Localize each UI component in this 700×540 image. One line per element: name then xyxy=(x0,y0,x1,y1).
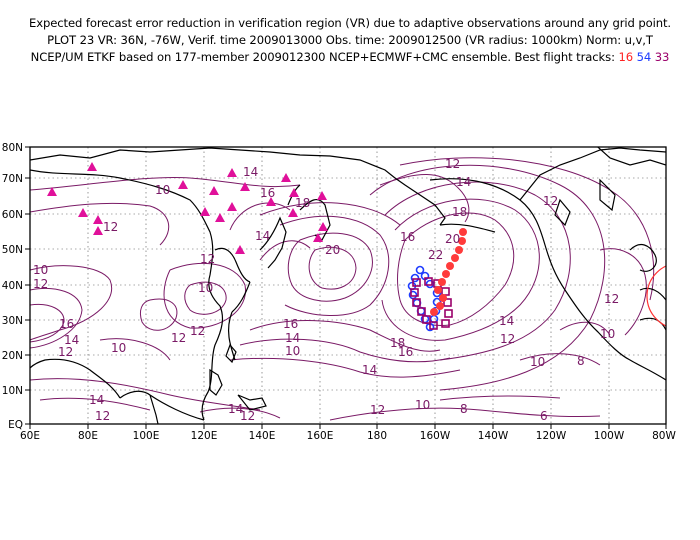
contour-label: 10 xyxy=(155,183,170,197)
lat-label: 40N xyxy=(2,280,23,292)
contour-label: 12 xyxy=(370,403,385,417)
contour-labels: 10 12 12 10 16 14 12 10 12 12 12 10 14 1… xyxy=(33,157,619,423)
contour-label: 8 xyxy=(460,402,468,416)
lon-label: 100E xyxy=(133,430,160,442)
lat-label: 60N xyxy=(2,209,23,221)
contour-label: 16 xyxy=(59,317,74,331)
contour-label: 10 xyxy=(198,281,213,295)
lon-label: 140E xyxy=(249,430,276,442)
contour-label: 10 xyxy=(530,355,545,369)
contour-label: 12 xyxy=(33,277,48,291)
flight-track-16 xyxy=(430,228,467,316)
lon-label: 120W xyxy=(536,430,567,442)
lat-label: 10N xyxy=(2,385,23,397)
contour-label: 16 xyxy=(260,186,275,200)
contour-label: 14 xyxy=(456,175,471,189)
contour-label: 22 xyxy=(428,248,443,262)
contour-label: 12 xyxy=(171,331,186,345)
plot-title-line-3: NCEP/UM ETKF based on 177-member 2009012… xyxy=(0,50,700,64)
plot-title-line-1: Expected forecast error reduction in ver… xyxy=(28,16,671,30)
lat-label: 70N xyxy=(2,173,23,185)
lon-label: 160W xyxy=(420,430,451,442)
flight-track-33 xyxy=(410,277,453,330)
lat-label: 20N xyxy=(2,350,23,362)
contour-label: 12 xyxy=(445,157,460,171)
contour-label: 18 xyxy=(390,336,405,350)
contour-label: 10 xyxy=(600,327,615,341)
contour-label: 12 xyxy=(200,252,215,266)
track-33-label: 33 xyxy=(654,50,670,64)
plot-title-line-3-text: NCEP/UM ETKF based on 177-member 2009012… xyxy=(30,50,615,64)
contour-label: 16 xyxy=(400,230,415,244)
contour-label: 12 xyxy=(95,409,110,423)
lat-label: 80N xyxy=(2,142,23,154)
lon-label: 180 xyxy=(367,430,387,442)
contour-label: 12 xyxy=(103,220,118,234)
contour-label: 18 xyxy=(295,196,310,210)
track-16-label: 16 xyxy=(618,50,634,64)
lat-lon-grid xyxy=(30,147,666,424)
contour-label: 14 xyxy=(255,229,270,243)
contour-label: 12 xyxy=(58,345,73,359)
contour-label: 8 xyxy=(577,354,585,368)
contour-label: 14 xyxy=(362,363,377,377)
contour-label: 6 xyxy=(540,409,548,423)
contour-label: 10 xyxy=(111,341,126,355)
observation-sites xyxy=(47,162,328,254)
contour-label: 10 xyxy=(415,398,430,412)
contour-label: 14 xyxy=(228,402,243,416)
verification-region-icon xyxy=(646,265,666,327)
contour-label: 16 xyxy=(398,345,413,359)
lon-label: 140W xyxy=(478,430,509,442)
contour-label: 20 xyxy=(325,243,340,257)
contour-label: 12 xyxy=(500,332,515,346)
lon-label: 80E xyxy=(78,430,98,442)
contour-label: 18 xyxy=(452,205,467,219)
contour-label: 12 xyxy=(190,324,205,338)
track-54-label: 54 xyxy=(636,50,652,64)
contour-label: 14 xyxy=(89,393,104,407)
contour-label: 20 xyxy=(445,232,460,246)
lon-label: 160E xyxy=(307,430,334,442)
longitude-labels: 60E 80E 100E 120E 140E 160E 180 160W 140… xyxy=(20,430,676,442)
contour-label: 14 xyxy=(499,314,514,328)
lat-label: EQ xyxy=(8,419,23,431)
contour-label: 10 xyxy=(285,344,300,358)
lon-label: 120E xyxy=(191,430,218,442)
lon-label: 100W xyxy=(594,430,625,442)
contour-label: 10 xyxy=(33,263,48,277)
contour-label: 16 xyxy=(283,317,298,331)
contour-label: 14 xyxy=(285,331,300,345)
latitude-labels: 80N 70N 60N 50N 40N 30N 20N 10N EQ xyxy=(2,142,23,431)
coastlines xyxy=(30,147,666,424)
error-reduction-contours xyxy=(30,157,655,421)
lat-label: 50N xyxy=(2,244,23,256)
contour-label: 12 xyxy=(543,194,558,208)
contour-label: 14 xyxy=(64,333,79,347)
lon-label: 80W xyxy=(652,430,676,442)
contour-label: 12 xyxy=(604,292,619,306)
plot-title-line-2: PLOT 23 VR: 36N, -76W, Verif. time 20090… xyxy=(47,33,653,47)
lon-label: 60E xyxy=(20,430,40,442)
map-frame xyxy=(29,146,667,425)
lat-label: 30N xyxy=(2,315,23,327)
contour-label: 14 xyxy=(243,165,258,179)
contour-label: 12 xyxy=(240,409,255,423)
